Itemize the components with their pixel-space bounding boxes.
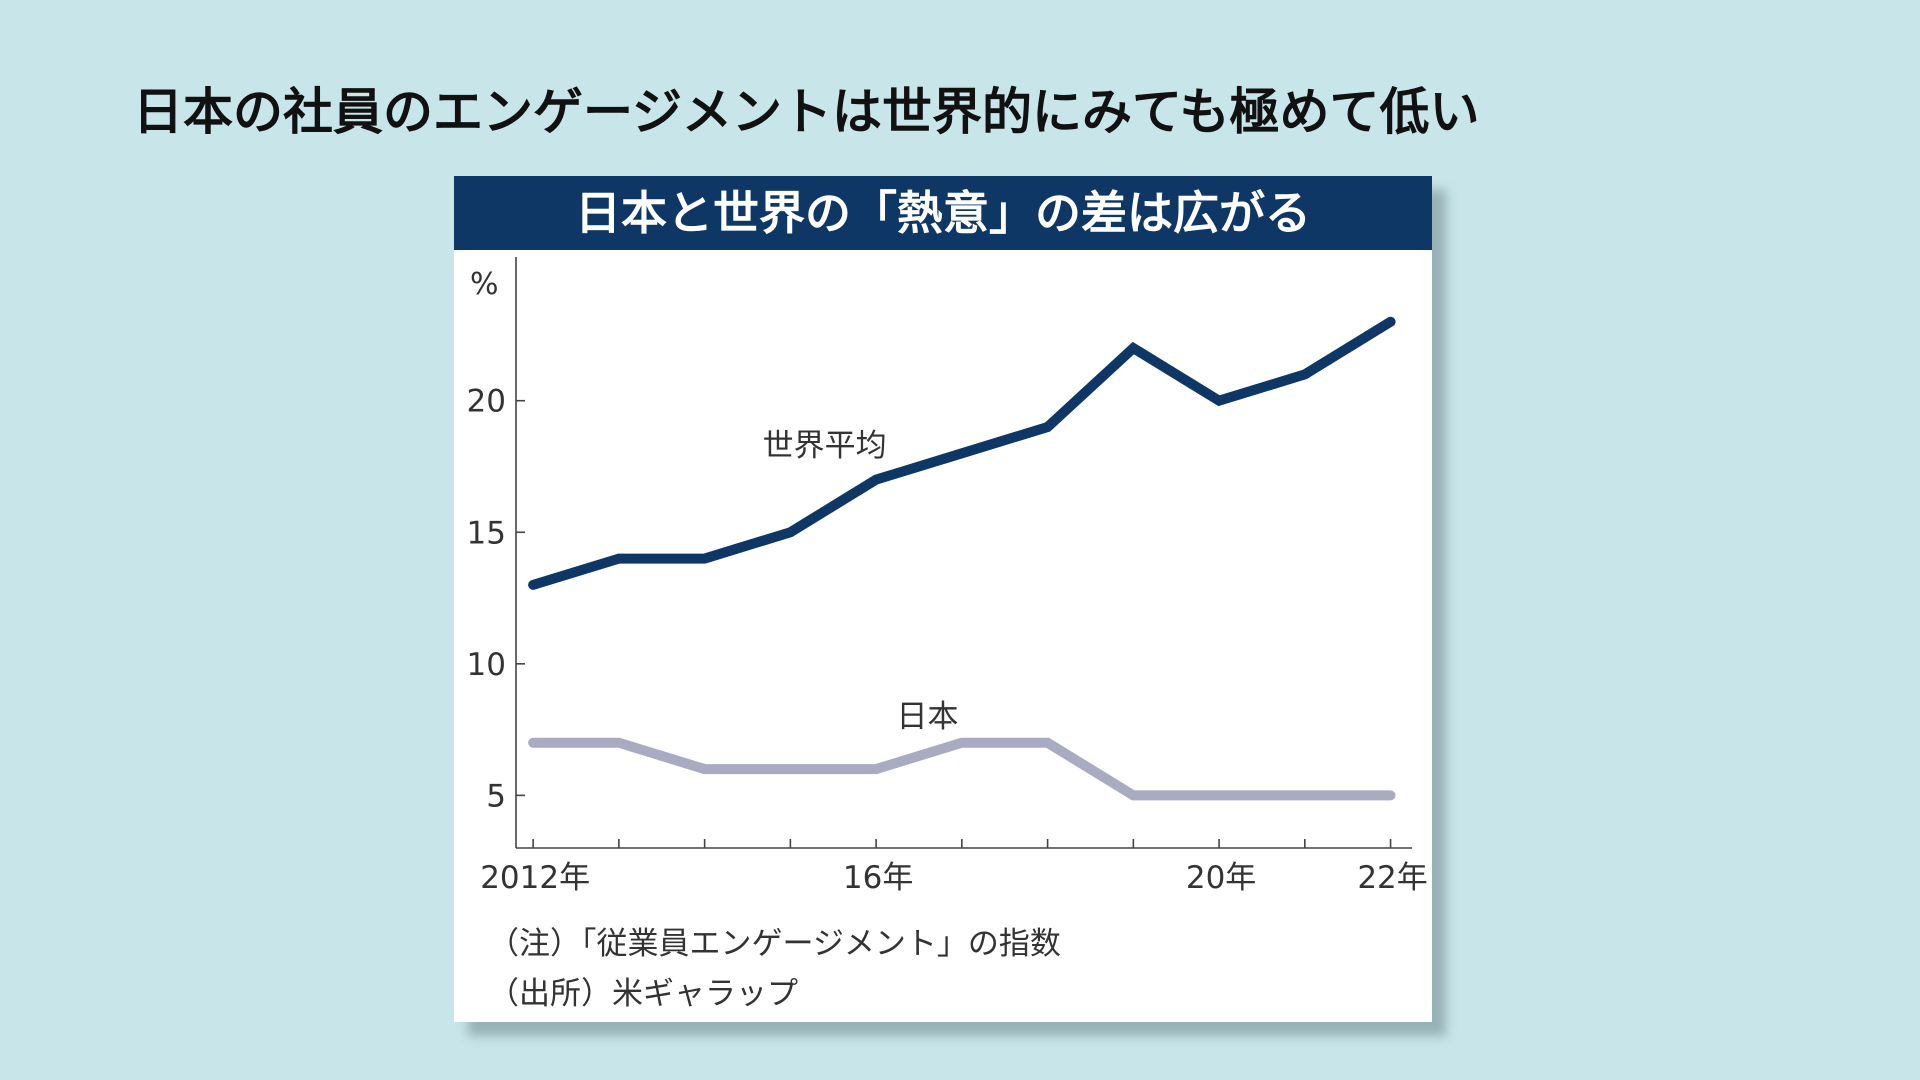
x-tick-label: 22年	[1357, 860, 1427, 896]
chart-title: 日本と世界の「熱意」の差は広がる	[454, 176, 1432, 250]
y-tick-label: 5	[486, 778, 506, 814]
y-unit-label: %	[470, 267, 499, 302]
y-tick-label: 15	[467, 515, 506, 551]
chart-card: 日本と世界の「熱意」の差は広がる 5 10 15 20% 2012年 16年 20年 22年 世…	[454, 176, 1432, 1022]
chart-source: （出所）米ギャラップ	[488, 976, 798, 1012]
chart-note: （注）「従業員エンゲージメント」の指数	[488, 926, 1061, 962]
x-tick-label: 16年	[843, 860, 913, 896]
x-tick-label: 20年	[1186, 860, 1256, 896]
series-line-japan	[528, 737, 1396, 801]
series-label: 世界平均	[763, 428, 887, 464]
slide-title: 日本の社員のエンゲージメントは世界的にみても極めて低い	[133, 83, 1480, 141]
y-tick-label: 10	[467, 647, 506, 683]
axes-layer	[515, 257, 1412, 849]
x-tick-label: 2012年	[480, 860, 590, 896]
series-layer	[528, 316, 1396, 801]
series-label: 日本	[897, 699, 959, 735]
y-tick-label: 20	[467, 384, 506, 420]
